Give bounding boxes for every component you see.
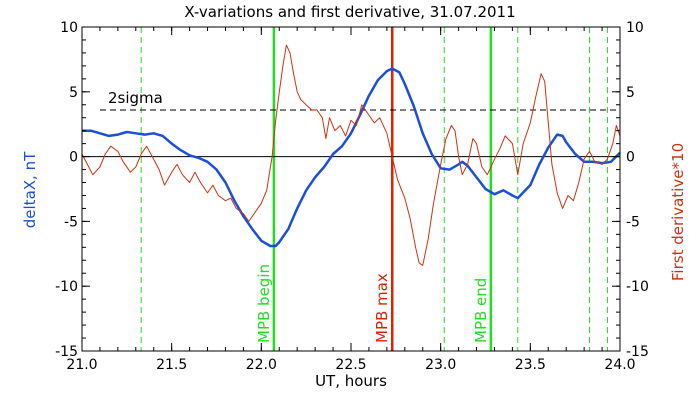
y-tick-label-left: 0 bbox=[69, 150, 78, 166]
x-tick-label: 23.5 bbox=[515, 357, 546, 373]
marker-layer: MPB begin MPB max MPB end bbox=[140, 27, 608, 351]
marker-label: MPB begin bbox=[255, 264, 273, 343]
y-tick-label-right: 10 bbox=[626, 20, 644, 36]
series-line-deltax bbox=[82, 67, 621, 248]
x-tick-label: 21.0 bbox=[66, 357, 97, 373]
x-tick-label: 22.5 bbox=[335, 357, 366, 373]
x-tick-label: 24.0 bbox=[604, 357, 635, 373]
series-layer bbox=[81, 44, 621, 266]
y-tick-label-right: -10 bbox=[626, 279, 649, 295]
y-tick-label-left: 5 bbox=[69, 85, 78, 101]
x-tick-label: 21.5 bbox=[156, 357, 187, 373]
threshold-label: 2sigma bbox=[108, 89, 163, 107]
y-tick-label-left: -10 bbox=[55, 279, 78, 295]
series-line-derivative bbox=[81, 44, 621, 266]
y-axis-label-right: First derivative*10 bbox=[669, 143, 687, 281]
marker-label: MPB max bbox=[373, 273, 391, 343]
x-tick-label: 23.0 bbox=[425, 357, 456, 373]
plot-frame bbox=[81, 26, 621, 352]
y-tick-label-left: -5 bbox=[64, 214, 78, 230]
y-tick-label-right: -15 bbox=[626, 344, 649, 360]
y-tick-label-left: 10 bbox=[60, 20, 78, 36]
y-tick-label-right: 5 bbox=[626, 85, 635, 101]
chart-title: X-variations and first derivative, 31.07… bbox=[184, 3, 515, 21]
y-tick-label-left: -15 bbox=[55, 344, 78, 360]
y-tick-label-right: 0 bbox=[626, 150, 635, 166]
y-tick-label-right: -5 bbox=[626, 214, 640, 230]
x-tick-label: 22.0 bbox=[246, 357, 277, 373]
marker-label: MPB end bbox=[472, 278, 490, 343]
y-axis-label-left: deltaX, nT bbox=[21, 151, 39, 228]
axes-layer: 21.0 21.5 22.0 22.5 23.0 23.5 24.0 10 5 0 -5 -10 -15… bbox=[55, 20, 649, 373]
x-axis-label: UT, hours bbox=[315, 372, 387, 390]
